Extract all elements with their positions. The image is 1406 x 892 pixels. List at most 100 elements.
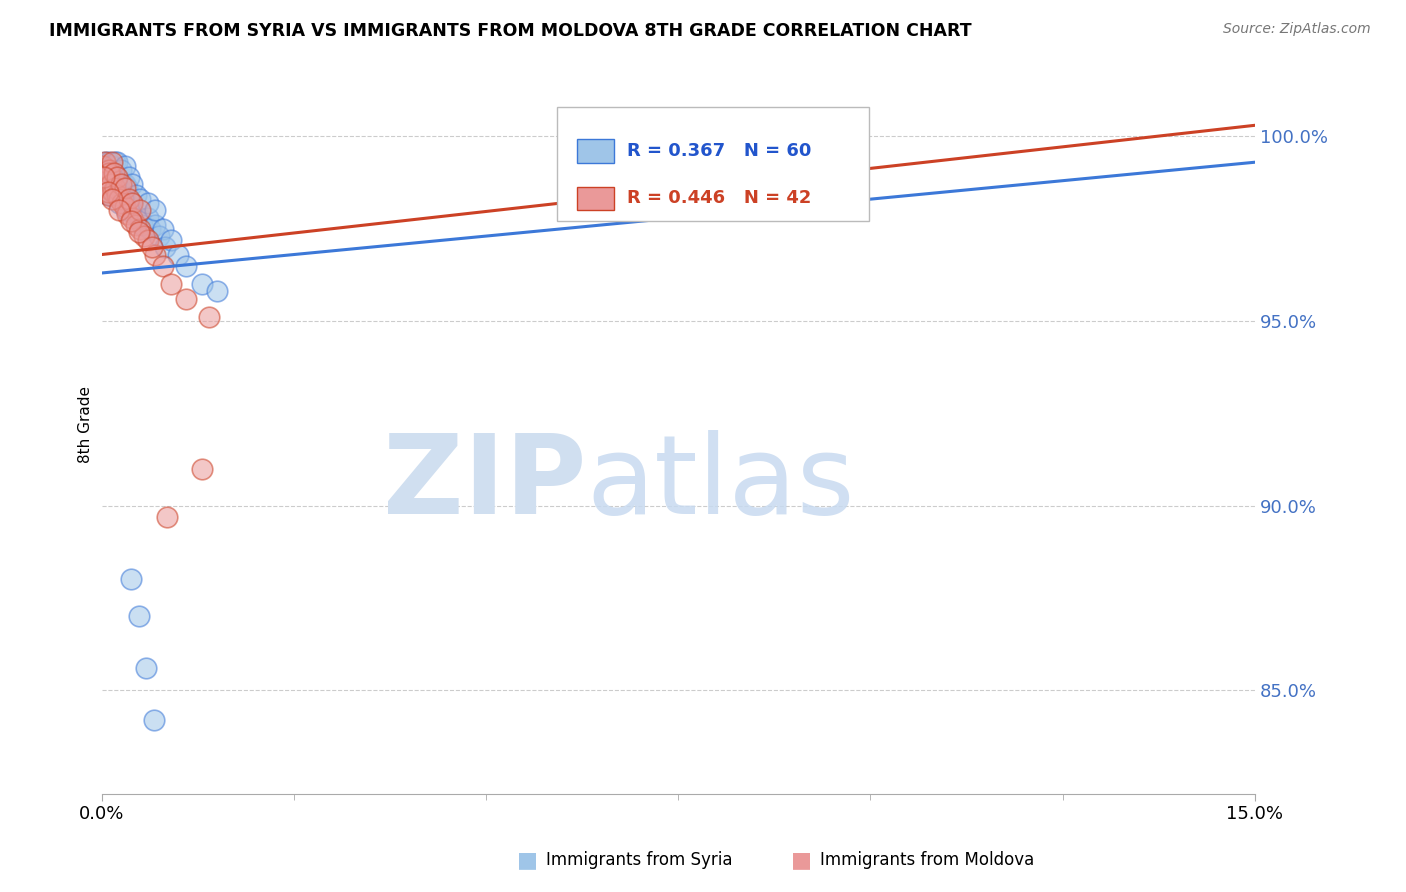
Bar <box>576 186 613 211</box>
Point <box>98 188 121 202</box>
Point <box>108 195 131 210</box>
Point <box>129 203 152 218</box>
Point <box>159 233 181 247</box>
Point <box>205 285 228 299</box>
Point <box>117 169 139 184</box>
Point <box>107 192 129 206</box>
Point <box>105 169 128 184</box>
Point <box>129 211 152 225</box>
Point <box>198 310 221 325</box>
Point <box>111 195 134 210</box>
Point <box>141 240 163 254</box>
Point <box>128 226 150 240</box>
Point <box>136 211 159 225</box>
Point <box>114 159 136 173</box>
Point <box>121 195 143 210</box>
Point <box>142 713 165 727</box>
Text: ZIP: ZIP <box>382 430 586 537</box>
Point <box>100 192 122 206</box>
Point <box>156 509 179 524</box>
Point <box>91 166 114 180</box>
Point <box>100 181 122 195</box>
Point <box>111 185 134 199</box>
Point <box>97 162 120 177</box>
Point <box>105 188 128 202</box>
Text: ■: ■ <box>517 850 537 870</box>
Point <box>101 155 124 169</box>
Point <box>120 573 142 587</box>
Point <box>105 174 128 188</box>
Point <box>103 166 125 180</box>
Point <box>110 178 132 192</box>
Point <box>93 174 115 188</box>
Point <box>104 181 127 195</box>
Point <box>120 214 142 228</box>
Point <box>174 259 197 273</box>
Point <box>131 218 153 232</box>
Point <box>93 169 115 184</box>
Text: atlas: atlas <box>586 430 855 537</box>
Point <box>98 155 121 169</box>
Text: IMMIGRANTS FROM SYRIA VS IMMIGRANTS FROM MOLDOVA 8TH GRADE CORRELATION CHART: IMMIGRANTS FROM SYRIA VS IMMIGRANTS FROM… <box>49 22 972 40</box>
Point <box>174 292 197 306</box>
Point <box>101 185 124 199</box>
Point <box>139 221 162 235</box>
Point <box>132 229 155 244</box>
Point <box>121 178 143 192</box>
Point <box>125 188 148 202</box>
Point <box>136 233 159 247</box>
FancyBboxPatch shape <box>557 107 869 221</box>
Point <box>108 203 131 218</box>
Point <box>97 188 120 202</box>
Point <box>105 169 128 184</box>
Text: Source: ZipAtlas.com: Source: ZipAtlas.com <box>1223 22 1371 37</box>
Y-axis label: 8th Grade: 8th Grade <box>79 386 93 463</box>
Bar <box>576 139 613 163</box>
Point <box>114 178 136 192</box>
Point <box>117 192 139 206</box>
Point <box>91 178 114 192</box>
Point <box>114 200 136 214</box>
Point <box>115 203 138 218</box>
Point <box>110 162 132 177</box>
Point <box>112 192 135 206</box>
Point <box>148 229 170 244</box>
Point <box>104 155 127 169</box>
Point <box>94 155 117 169</box>
Point <box>107 181 129 195</box>
Point <box>128 609 150 624</box>
Point <box>93 159 115 173</box>
Text: R = 0.446   N = 42: R = 0.446 N = 42 <box>627 189 811 207</box>
Point <box>103 166 125 180</box>
Point <box>100 178 122 192</box>
Point <box>167 247 190 261</box>
Point <box>98 188 121 202</box>
Text: R = 0.367   N = 60: R = 0.367 N = 60 <box>627 142 811 161</box>
Point <box>136 195 159 210</box>
Point <box>100 174 122 188</box>
Point <box>105 155 128 169</box>
Point <box>145 203 167 218</box>
Point <box>114 181 136 195</box>
Point <box>129 221 152 235</box>
Point <box>152 221 174 235</box>
Point <box>190 277 212 291</box>
Point <box>153 240 176 254</box>
Point <box>94 155 117 169</box>
Point <box>115 181 138 195</box>
Point <box>125 218 148 232</box>
Text: Immigrants from Syria: Immigrants from Syria <box>546 851 733 869</box>
Point <box>121 195 143 210</box>
Point <box>104 178 127 192</box>
Point <box>115 207 138 221</box>
Point <box>91 159 114 173</box>
Point <box>152 259 174 273</box>
Point <box>98 166 121 180</box>
Point <box>114 192 136 206</box>
Text: ■: ■ <box>792 850 811 870</box>
Point <box>97 185 120 199</box>
Point <box>121 211 143 225</box>
Point <box>101 159 124 173</box>
Point <box>101 185 124 199</box>
Point <box>96 181 118 195</box>
